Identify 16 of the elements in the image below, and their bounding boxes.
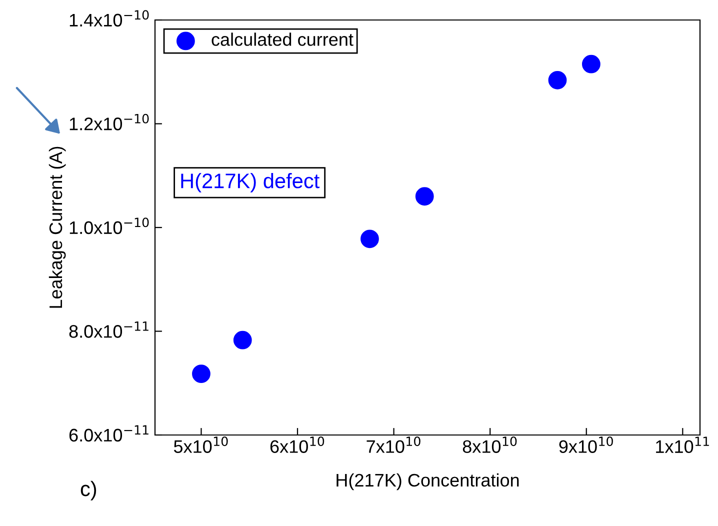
x-tick-label: 8x10$^{10}$	[462, 436, 517, 453]
y-tick-label: 1.4x10$^{−10}$	[70, 10, 149, 27]
y-tick-label: 1.2x10$^{−10}$	[70, 114, 149, 130]
y-tick-label: 8.0x10$^{−11}$	[69, 322, 148, 338]
text: c)	[80, 480, 96, 500]
annotation: H(217K) defect	[181, 172, 320, 192]
y-axis-title: Leakage Current (A)	[48, 146, 66, 308]
x-tick-label: 6x10$^{10}$	[270, 436, 324, 453]
x-tick-label: 9x10$^{10}$	[559, 436, 613, 453]
legend-label: calculated current	[212, 32, 354, 46]
x-axis-title: H(217K) Concentration	[336, 473, 519, 490]
y-tick-label: 6.0x10$^{−11}$	[69, 425, 148, 442]
x-tick-label: 1x10$^{11}$	[656, 436, 709, 453]
x-tick-label: 5x10$^{10}$	[174, 436, 228, 453]
x-tick-label: 7x10$^{10}$	[366, 436, 420, 453]
y-tick-label: 1.0x10$^{−10}$	[70, 218, 149, 234]
